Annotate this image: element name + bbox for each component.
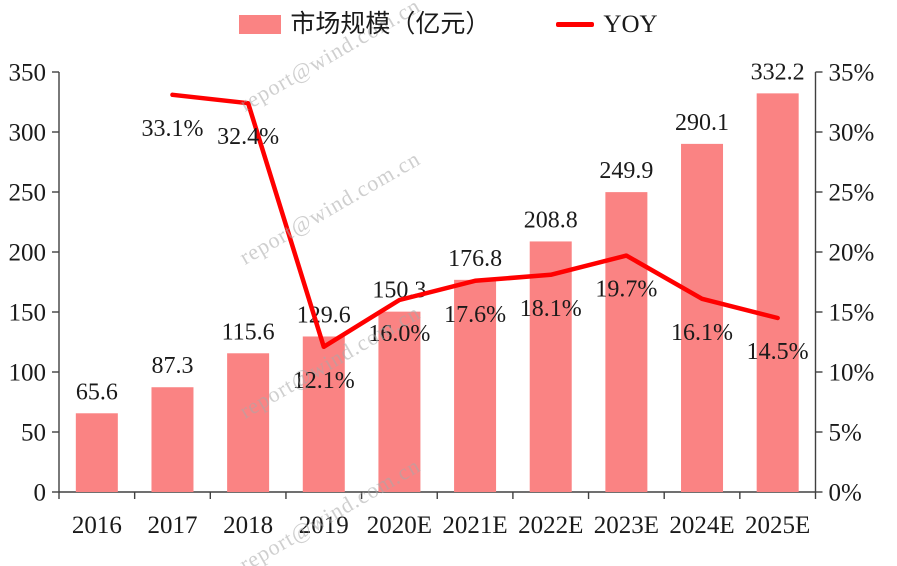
bar-value-label: 290.1 (675, 110, 729, 136)
bar-series-swatch (239, 15, 282, 34)
yoy-value-label: 16.1% (671, 320, 733, 346)
y-axis-left-tick-label: 0 (34, 480, 47, 507)
bar-2022E (529, 241, 572, 492)
y-axis-right-tick-label: 25% (829, 180, 875, 207)
y-axis-right-tick-label: 15% (829, 300, 875, 327)
bar-value-label: 129.6 (297, 302, 351, 328)
bar-2018 (227, 353, 270, 492)
bar-2023E (605, 192, 648, 492)
yoy-value-label: 19.7% (595, 277, 657, 303)
x-axis-category-label: 2016 (72, 512, 122, 539)
yoy-line (170, 92, 780, 350)
bar-value-label: 115.6 (222, 319, 275, 345)
y-axis-right-tick-label: 30% (829, 120, 875, 147)
y-axis-left-tick-label: 150 (9, 300, 47, 327)
y-axis-right-tick-label: 10% (829, 360, 875, 387)
y-axis-left-tick-label: 250 (9, 180, 47, 207)
bar-2024E (681, 143, 724, 492)
y-axis-left-tick-label: 350 (9, 60, 47, 87)
y-axis-right-tick-label: 0% (829, 480, 862, 507)
bar-value-label: 249.9 (599, 158, 653, 184)
y-axis-right-tick-label: 20% (829, 240, 875, 267)
yoy-value-label: 18.1% (520, 296, 582, 322)
bar-value-label: 65.6 (76, 379, 118, 405)
bar-value-label: 332.2 (751, 59, 805, 85)
line-series-swatch (556, 22, 595, 27)
x-axis-category-label: 2019 (299, 512, 349, 539)
bar-2017 (151, 387, 194, 492)
bar-2021E (454, 279, 497, 492)
yoy-value-label: 16.0% (368, 321, 430, 347)
legend-item-market-size: 市场规模（亿元） (239, 12, 490, 37)
y-axis-right-tick-label: 35% (829, 60, 875, 87)
x-axis-category-label: 2025E (745, 512, 810, 539)
yoy-value-label: 14.5% (747, 339, 809, 365)
bar-value-label: 87.3 (151, 353, 193, 379)
bar-2025E (756, 93, 799, 493)
y-axis-left-tick-label: 300 (9, 120, 47, 147)
bar-2020E (378, 311, 421, 492)
legend-label-market-size: 市场规模（亿元） (290, 11, 491, 38)
y-axis-left-tick-label: 100 (9, 360, 47, 387)
bar-2016 (75, 413, 118, 492)
y-axis-right-tick-label: 5% (829, 420, 862, 447)
y-axis-left-tick-label: 200 (9, 240, 47, 267)
yoy-value-label: 17.6% (444, 302, 506, 328)
x-axis-category-label: 2018 (223, 512, 273, 539)
x-axis-category-label: 2022E (518, 512, 583, 539)
yoy-value-label: 33.1% (141, 116, 203, 142)
x-axis-category-label: 2023E (594, 512, 659, 539)
legend-item-yoy: YOY (556, 11, 658, 38)
y-axis-left-tick-label: 50 (21, 420, 46, 447)
x-axis-category-label: 2024E (669, 512, 734, 539)
x-axis-category-label: 2020E (367, 512, 432, 539)
x-axis-category-label: 2017 (147, 512, 197, 539)
x-axis-category-label: 2021E (442, 512, 507, 539)
legend-label-yoy: YOY (603, 11, 658, 38)
bar-2019 (302, 336, 345, 492)
bar-value-label: 208.8 (524, 207, 578, 233)
bar-value-label: 176.8 (448, 246, 502, 272)
legend: 市场规模（亿元） YOY (0, 12, 897, 37)
yoy-value-label: 32.4% (217, 124, 279, 150)
yoy-value-label: 12.1% (293, 368, 355, 394)
